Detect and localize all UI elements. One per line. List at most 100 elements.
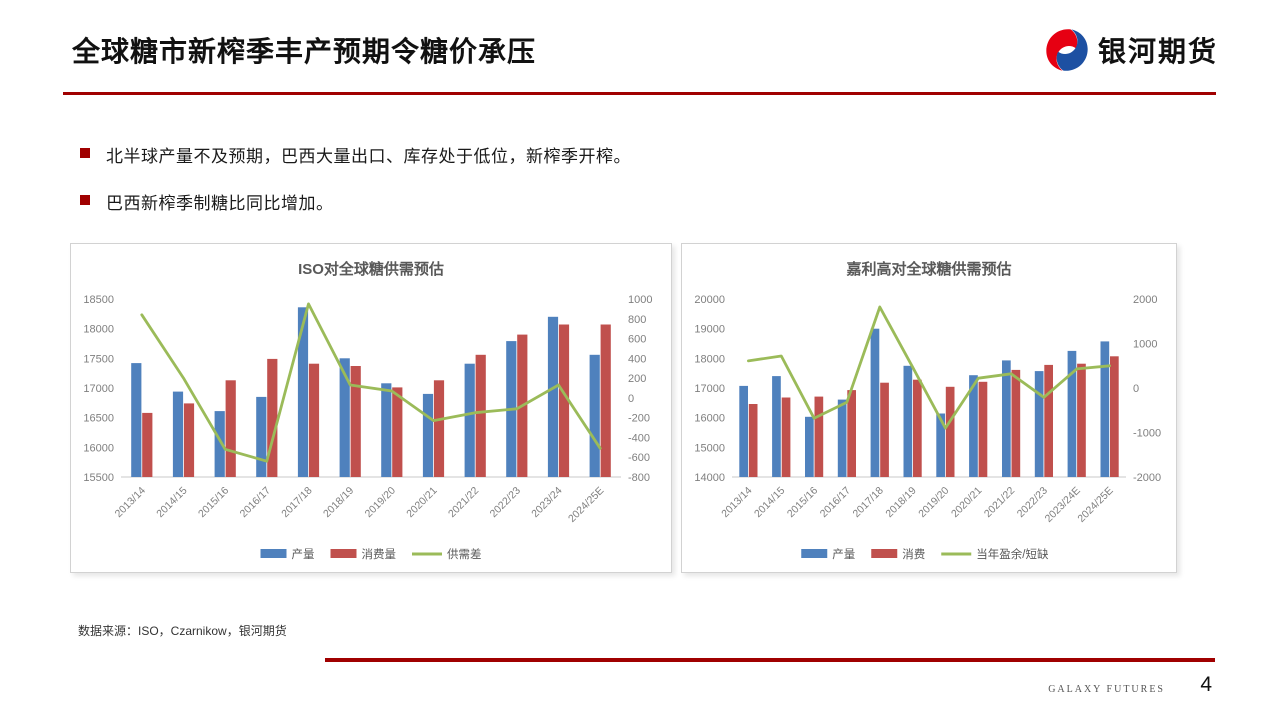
bar-series-1 bbox=[748, 356, 1119, 477]
bar bbox=[142, 412, 153, 477]
svg-text:-400: -400 bbox=[628, 432, 650, 444]
bar bbox=[600, 324, 611, 477]
legend-swatch-icon bbox=[871, 549, 898, 558]
svg-text:-800: -800 bbox=[628, 472, 650, 484]
legend-swatch-icon bbox=[260, 549, 287, 558]
bullet-list: 北半球产量不及预期，巴西大量出口、库存处于低位，新榨季开榨。 巴西新榨季制糖比同… bbox=[80, 142, 1080, 236]
bar bbox=[297, 307, 309, 477]
svg-text:-600: -600 bbox=[628, 452, 650, 464]
bar bbox=[1110, 356, 1119, 477]
svg-text:14000: 14000 bbox=[694, 472, 725, 484]
iso-supply-demand-chart: ISO对全球糖供需预估 15500 16000 16500 17000 17500 1800… bbox=[83, 260, 652, 561]
svg-text:2024/25E: 2024/25E bbox=[566, 485, 606, 525]
bullet-square-icon bbox=[80, 148, 90, 158]
bar bbox=[1044, 364, 1053, 477]
footer-divider bbox=[325, 658, 1215, 662]
svg-text:18000: 18000 bbox=[83, 324, 114, 336]
iso-chart-panel: ISO对全球糖供需预估 15500 16000 16500 17000 17500 1800… bbox=[70, 243, 672, 573]
svg-text:2000: 2000 bbox=[1133, 294, 1157, 306]
svg-text:2019/20: 2019/20 bbox=[916, 485, 951, 520]
svg-text:15500: 15500 bbox=[83, 472, 114, 484]
svg-text:0: 0 bbox=[628, 393, 634, 405]
svg-text:0: 0 bbox=[1133, 383, 1139, 395]
bar bbox=[1100, 341, 1110, 477]
source-note: 数据来源：ISO，Czarnikow，银河期货 bbox=[78, 624, 287, 638]
bar bbox=[748, 404, 758, 477]
svg-text:16000: 16000 bbox=[83, 442, 114, 454]
bar bbox=[870, 328, 880, 477]
bar bbox=[1011, 369, 1021, 477]
bar bbox=[814, 396, 824, 477]
svg-text:2020/21: 2020/21 bbox=[404, 485, 439, 520]
bullet-square-icon bbox=[80, 195, 90, 205]
bar bbox=[903, 365, 913, 478]
svg-text:产量: 产量 bbox=[832, 547, 855, 561]
svg-text:16500: 16500 bbox=[83, 413, 114, 425]
y-axis-left: 15500 16000 16500 17000 17500 18000 18500 bbox=[83, 294, 114, 484]
y-axis-right: -800 -600 -400 -200 0 200 400 600 800 1000 bbox=[628, 294, 652, 484]
svg-text:产量: 产量 bbox=[292, 547, 315, 561]
svg-text:18500: 18500 bbox=[83, 294, 114, 306]
svg-text:2019/20: 2019/20 bbox=[363, 485, 398, 520]
bar bbox=[172, 391, 184, 477]
bar bbox=[805, 416, 814, 477]
bar bbox=[847, 390, 856, 477]
svg-text:-2000: -2000 bbox=[1133, 472, 1161, 484]
svg-text:2014/15: 2014/15 bbox=[752, 485, 787, 520]
footer-brand: GALAXY FUTURES bbox=[1048, 684, 1165, 695]
svg-text:2015/16: 2015/16 bbox=[196, 485, 231, 520]
bar bbox=[945, 386, 955, 477]
logo-blue-swirl bbox=[1056, 29, 1088, 71]
bullet-text: 北半球产量不及预期，巴西大量出口、库存处于低位，新榨季开榨。 bbox=[106, 147, 631, 166]
svg-text:2013/14: 2013/14 bbox=[719, 485, 754, 520]
bar bbox=[433, 380, 445, 477]
bar bbox=[464, 363, 475, 477]
bar bbox=[475, 354, 486, 477]
svg-text:16000: 16000 bbox=[694, 413, 725, 425]
legend: 产量 消费量 供需差 bbox=[260, 547, 482, 561]
legend: 产量 消费 当年盈余/短缺 bbox=[801, 547, 1049, 561]
legend-swatch-icon bbox=[801, 549, 828, 558]
bar bbox=[913, 379, 922, 477]
bar bbox=[350, 366, 361, 477]
bar-series-1 bbox=[142, 324, 611, 477]
chart-title: ISO对全球糖供需预估 bbox=[298, 260, 444, 278]
page-title: 全球糖市新榨季丰产预期令糖价承压 bbox=[72, 36, 537, 67]
bar bbox=[1034, 371, 1044, 477]
svg-text:17500: 17500 bbox=[83, 353, 114, 365]
bullet-text: 巴西新榨季制糖比同比增加。 bbox=[106, 194, 334, 213]
bar bbox=[1077, 363, 1086, 477]
bar bbox=[589, 354, 600, 477]
logo-red-swirl bbox=[1046, 29, 1078, 71]
svg-text:2022/23: 2022/23 bbox=[488, 485, 523, 520]
svg-text:2016/17: 2016/17 bbox=[238, 485, 273, 520]
svg-text:18000: 18000 bbox=[694, 353, 725, 365]
svg-text:2024/25E: 2024/25E bbox=[1075, 485, 1115, 525]
svg-text:1000: 1000 bbox=[1133, 339, 1157, 351]
svg-text:20000: 20000 bbox=[694, 294, 725, 306]
svg-text:1000: 1000 bbox=[628, 294, 652, 306]
bar bbox=[772, 376, 781, 477]
svg-text:2021/22: 2021/22 bbox=[982, 485, 1017, 520]
svg-text:800: 800 bbox=[628, 314, 646, 326]
svg-text:2015/16: 2015/16 bbox=[785, 485, 820, 520]
svg-text:400: 400 bbox=[628, 353, 646, 365]
header-divider bbox=[63, 92, 1216, 95]
czarnikow-chart-panel: 嘉利高对全球糖供需预估 14000 15000 16000 17000 18000 1900… bbox=[681, 243, 1177, 573]
svg-text:消费: 消费 bbox=[902, 547, 925, 561]
bar bbox=[183, 403, 195, 477]
svg-text:2023/24: 2023/24 bbox=[529, 485, 564, 520]
czarnikow-supply-demand-chart: 嘉利高对全球糖供需预估 14000 15000 16000 17000 18000 1900… bbox=[694, 260, 1161, 561]
bar bbox=[225, 380, 236, 477]
bar bbox=[381, 383, 392, 477]
galaxy-futures-logo: 银河期货 bbox=[1045, 28, 1218, 72]
svg-text:17000: 17000 bbox=[694, 383, 725, 395]
svg-text:2017/18: 2017/18 bbox=[851, 485, 886, 520]
bar bbox=[1067, 350, 1077, 477]
svg-text:当年盈余/短缺: 当年盈余/短缺 bbox=[976, 547, 1049, 561]
svg-text:供需差: 供需差 bbox=[447, 547, 482, 561]
svg-text:-1000: -1000 bbox=[1133, 428, 1161, 440]
bar bbox=[781, 397, 791, 477]
x-axis-labels: 2013/142014/152015/162016/172017/182018/… bbox=[719, 485, 1115, 525]
